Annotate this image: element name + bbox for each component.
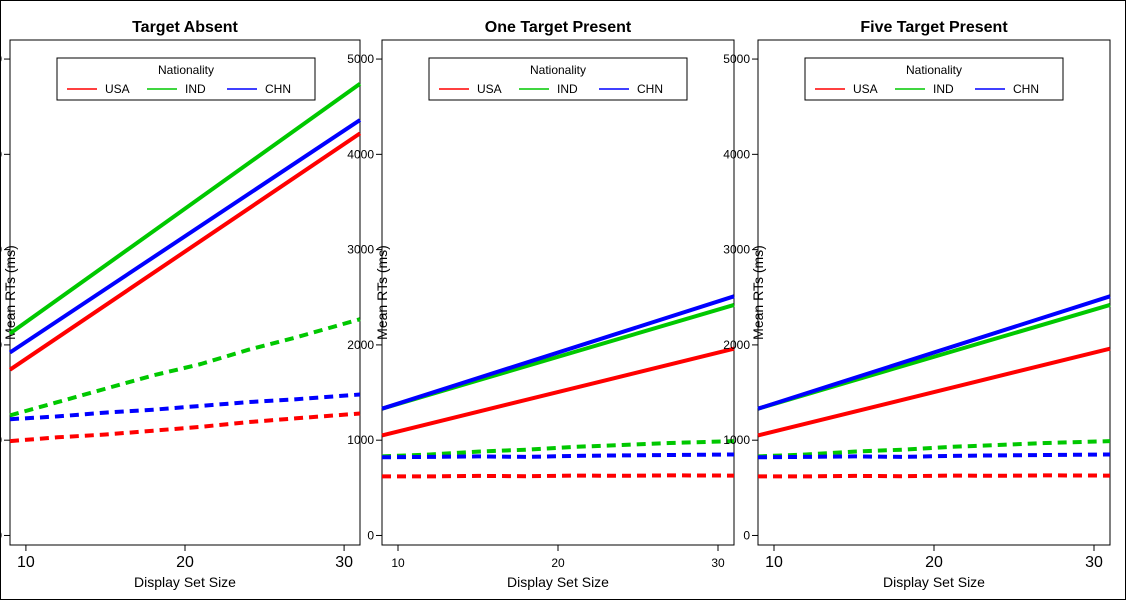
y-tick-label: 1000 [0,433,2,447]
legend-title: Nationality [530,63,586,77]
series-line-ind-dashed [381,439,735,459]
series-line-chn-solid [757,294,1111,411]
legend-label-ind: IND [185,82,206,96]
chart-panel-1: Target Absent 0 1000 2000 3000 4000 5000 10 20 30… [0,19,362,590]
series-line-usa-dashed [382,473,735,479]
y-tick-label: 2000 [0,338,2,352]
chart-panel-2: One Target Present 0 1000 2000 3000 4000 5000 1… [347,19,735,590]
y-tick-label: 4000 [347,147,374,161]
y-tick-label: 0 [367,528,374,542]
panel-title: One Target Present [485,19,632,36]
x-tick-label: 20 [551,556,565,570]
series-line-usa-dashed [758,473,1111,479]
x-tick-label: 20 [176,554,194,571]
series-line-chn-dashed [9,392,361,422]
series-line-ind-solid [8,82,362,336]
series-line-chn-dashed [757,452,1111,460]
y-axis-title: Mean RTs (ms) [2,245,18,340]
legend: Nationality USA IND CHN [804,57,1064,101]
legend-label-chn: CHN [265,82,291,96]
x-axis-title: Display Set Size [507,574,609,590]
x-axis-title: Display Set Size [134,574,236,590]
series-line-usa-solid [8,131,362,372]
legend-label-usa: USA [853,82,878,96]
x-tick-label: 10 [765,554,783,571]
y-tick-label: 4000 [0,147,2,161]
y-tick-label: 3000 [347,243,374,257]
legend: Nationality USA IND CHN [56,57,316,101]
series-line-usa-solid [757,346,1111,438]
y-tick-label: 1000 [347,433,374,447]
x-tick-label: 30 [1085,554,1103,571]
y-tick-label: 0 [0,528,2,542]
legend-label-ind: IND [933,82,954,96]
legend-box [428,57,688,101]
legend-label-ind: IND [557,82,578,96]
legend-label-chn: CHN [1013,82,1039,96]
legend-box [56,57,316,101]
series-line-chn-solid [8,118,362,355]
legend-label-chn: CHN [637,82,663,96]
series-line-usa-solid [381,346,735,438]
x-tick-label: 10 [17,554,35,571]
legend-title: Nationality [158,63,214,77]
y-tick-label: 5000 [0,52,2,66]
y-axis-title: Mean RTs (ms) [374,245,390,340]
y-tick-label: 4000 [723,147,750,161]
y-tick-label: 1000 [723,433,750,447]
series-line-chn-dashed [381,452,735,460]
y-tick-label: 3000 [723,243,750,257]
legend-title: Nationality [906,63,962,77]
legend-box [804,57,1064,101]
y-tick-label: 5000 [723,52,750,66]
x-tick-label: 20 [925,554,943,571]
chart-panel-3: Five Target Present 0 1000 2000 3000 4000 5000… [723,19,1111,590]
legend-label-usa: USA [105,82,130,96]
x-tick-label: 10 [391,556,405,570]
series-line-ind-dashed [9,317,361,418]
legend-label-usa: USA [477,82,502,96]
series-line-usa-dashed [9,411,361,444]
panel-title: Target Absent [132,19,238,36]
y-tick-label: 2000 [723,338,750,352]
y-tick-label: 0 [743,528,750,542]
legend: Nationality USA IND CHN [428,57,688,101]
y-tick-label: 3000 [0,243,2,257]
y-tick-label: 5000 [347,52,374,66]
x-tick-label: 30 [711,556,725,570]
panel-title: Five Target Present [860,19,1008,36]
series-line-ind-dashed [757,439,1111,459]
series-line-chn-solid [381,294,735,411]
x-tick-label: 30 [335,554,353,571]
y-tick-label: 2000 [347,338,374,352]
x-axis-title: Display Set Size [883,574,985,590]
y-axis-title: Mean RTs (ms) [750,245,766,340]
